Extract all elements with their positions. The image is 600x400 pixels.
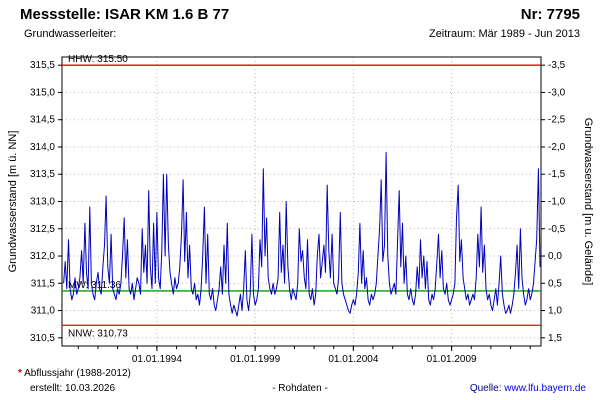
y-tick-label-right: -2,0 (548, 142, 566, 153)
y-tick-label-right: 0,0 (548, 251, 562, 262)
y-tick-label-right: -2,5 (548, 115, 566, 126)
x-tick-label: 01.01.1999 (230, 354, 280, 365)
y-tick-label-right: 1,5 (548, 333, 562, 344)
reference-label-mw: MW: 311.36 (68, 280, 121, 291)
y-tick-label-right: 1,0 (548, 306, 562, 317)
y-axis-title-left: Grundwasserstand [m ü. NN] (7, 131, 19, 273)
source-label: Quelle: (469, 383, 505, 394)
y-tick-label-left: 311,0 (31, 306, 56, 317)
created-date: erstellt: 10.03.2026 (30, 383, 116, 394)
y-tick-label-left: 312,0 (30, 251, 55, 262)
x-tick-label: 01.01.2009 (427, 354, 477, 365)
footnote-abflussjahr: * Abflussjahr (1988-2012) (18, 368, 131, 379)
y-tick-label-left: 313,5 (30, 169, 55, 180)
y-tick-label-right: -1,5 (548, 169, 566, 180)
period-label: Zeitraum: Mär 1989 - Jun 2013 (428, 28, 580, 40)
footnote-asterisk: * (18, 368, 22, 379)
y-axis-title-right: Grundwasserstand [m u. Gelände] (582, 118, 594, 286)
y-tick-label-left: 311,5 (31, 278, 56, 289)
y-tick-label-left: 315,5 (30, 60, 55, 71)
grid-lines (62, 57, 541, 346)
y-tick-label-right: -3,5 (548, 60, 566, 71)
y-tick-label-right: -0,5 (548, 224, 566, 235)
source-line: Quelle: www.lfu.bayern.de (470, 383, 586, 394)
data-type-label: - Rohdaten - (272, 383, 328, 394)
station-number: Nr: 7795 (520, 6, 580, 23)
footnote-text: Abflussjahr (1988-2012) (21, 368, 131, 379)
y-tick-label-right: 0,5 (548, 278, 562, 289)
y-tick-label-left: 313,0 (30, 197, 55, 208)
aquifer-label: Grundwasserleiter: (24, 28, 117, 40)
y-tick-label-right: -3,0 (548, 87, 566, 98)
reference-label-hhw: HHW: 315.50 (68, 54, 128, 65)
x-tick-label: 01.01.2004 (328, 354, 378, 365)
y-tick-label-left: 314,0 (30, 142, 55, 153)
x-axis-ticks: 01.01.1994 01.01.1999 01.01.2004 01.01.2009 (77, 346, 531, 365)
y-tick-label-left: 312,5 (30, 224, 55, 235)
y-tick-label-left: 314,5 (30, 115, 55, 126)
page-title: Messstelle: ISAR KM 1.6 B 77 (20, 6, 230, 23)
y-tick-label-left: 315,0 (30, 87, 55, 98)
data-series-line (63, 151, 541, 317)
y-tick-label-right: -1,0 (548, 197, 566, 208)
source-link[interactable]: www.lfu.bayern.de (504, 383, 586, 394)
y-axis-ticks: 315,5 -3,5 315,0 -3,0 314,5 -2,5 314,0 -2,0 313,… (30, 60, 566, 344)
reference-label-nnw: NNW: 310.73 (68, 328, 128, 339)
x-tick-label: 01.01.1994 (132, 354, 182, 365)
y-tick-label-left: 310,5 (30, 333, 55, 344)
